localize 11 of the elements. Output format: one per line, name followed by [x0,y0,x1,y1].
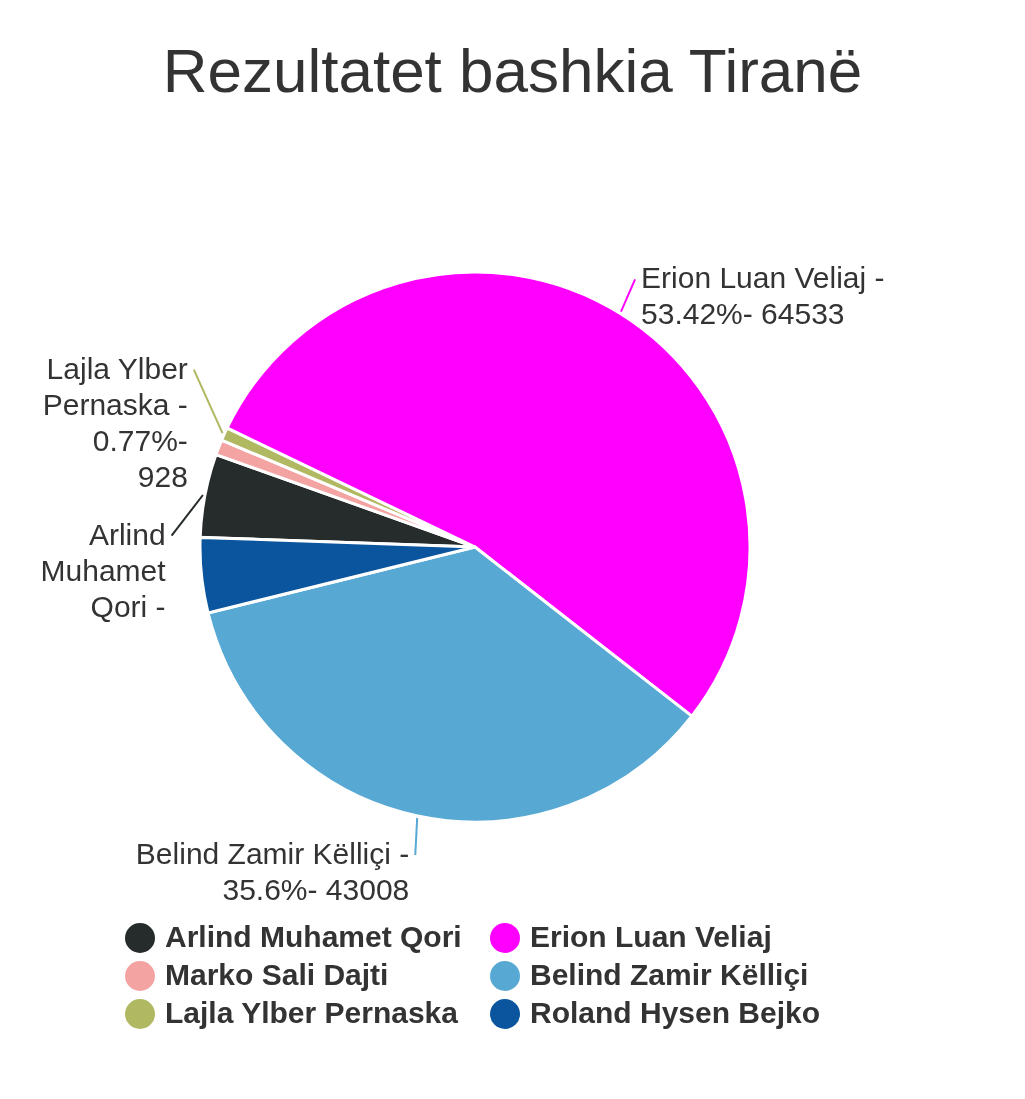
legend-label: Lajla Ylber Pernaska [165,996,459,1029]
legend-label: Arlind Muhamet Qori [165,920,462,953]
legend-label: Belind Zamir Këlliçi [530,958,809,991]
legend-label: Roland Hysen Bejko [530,996,821,1029]
data-label: Belind Zamir Këlliçi - 35.6%- 43008 [135,837,410,907]
data-label: Arlind Muhamet Qori - [40,517,167,623]
data-label: Lajla Ylber Pernaska - 0.77%- 928 [42,351,188,493]
legend-label: Erion Luan Veliaj [530,920,772,953]
data-label: Erion Luan Veliaj - 53.42%- 64533 [641,261,885,331]
legend-label: Marko Sali Dajti [165,958,389,991]
chart-title: Rezultatet bashkia Tiranë [162,36,863,105]
